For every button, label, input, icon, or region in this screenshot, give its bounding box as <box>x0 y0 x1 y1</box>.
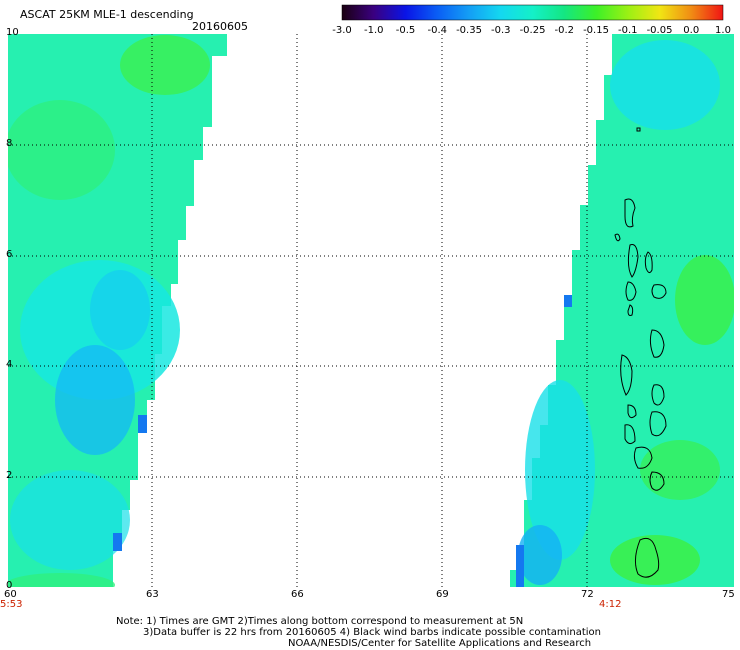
atoll-outline <box>649 471 665 491</box>
note-line-1: Note: 1) Times are GMT 2)Times along bot… <box>116 616 524 627</box>
note-line-2: 3)Data buffer is 22 hrs from 20160605 4)… <box>143 627 601 638</box>
left-swath-blue-band <box>55 345 135 455</box>
colorbar-tick-label: -0.05 <box>646 25 673 36</box>
left-swath-green-bottom <box>8 573 115 587</box>
atoll-outline <box>625 281 637 301</box>
atoll-outline <box>649 329 665 358</box>
right-swath-green-patch <box>640 440 720 500</box>
colorbar-tick-label: -0.25 <box>519 25 546 36</box>
atoll-outline <box>651 284 667 299</box>
left-swath-green-patch <box>120 35 210 95</box>
y-tick-label: 0 <box>6 580 13 591</box>
colorbar-tick-label: -0.35 <box>456 25 482 36</box>
y-tick-label: 4 <box>6 359 13 370</box>
x-tick-label: 60 <box>4 589 17 600</box>
product-title: ASCAT 25KM MLE-1 descending <box>20 8 194 21</box>
left-swath-green-patch <box>8 100 115 200</box>
left-swath-cyan-band <box>10 470 130 570</box>
colorbar-tick-label: 0.0 <box>683 25 700 36</box>
right-swath-cyan-patch <box>610 40 720 130</box>
right-swath-green-patch <box>675 255 734 345</box>
colorbar-tick-label: -0.1 <box>617 25 638 36</box>
atoll-outline <box>633 446 653 469</box>
x-tick-label: 72 <box>581 589 594 600</box>
colorbar-tick-label: 1.0 <box>715 25 731 36</box>
colorbar-tick-label: -0.3 <box>490 25 511 36</box>
colorbar-tick-label: -0.15 <box>583 25 609 36</box>
map-plot <box>8 34 734 587</box>
atoll-outline <box>627 404 637 419</box>
atoll-outline <box>644 251 653 274</box>
y-tick-label: 2 <box>6 470 13 481</box>
atoll-outline <box>624 198 636 228</box>
x-tick-label: 75 <box>722 589 735 600</box>
atoll-outline <box>614 233 621 242</box>
y-tick-label: 8 <box>6 138 13 149</box>
y-tick-label: 6 <box>6 249 13 260</box>
left-swath-edge <box>113 533 122 551</box>
left-swath-edge <box>138 415 147 433</box>
colorbar-labels: -3.0 -1.0 -0.5 -0.4 -0.35 -0.3 -0.25 -0.2 -0.15-… <box>0 25 740 39</box>
product-date: 20160605 <box>192 20 248 33</box>
right-swath-time: 4:12 <box>599 599 622 610</box>
coastline-islands <box>614 127 667 578</box>
right-swath-edge <box>516 545 524 587</box>
colorbar-tick-label: -3.0 <box>332 25 352 36</box>
x-tick-label: 66 <box>291 589 304 600</box>
left-swath-blue-band <box>90 270 150 350</box>
atoll-outline <box>627 244 639 278</box>
x-tick-label: 69 <box>436 589 449 600</box>
atoll-outline <box>624 424 636 445</box>
left-swath-time: 5:53 <box>0 599 23 610</box>
atoll-outline <box>620 354 633 396</box>
atoll-outline <box>649 411 667 437</box>
atoll-outline <box>651 384 665 406</box>
note-line-3: NOAA/NESDIS/Center for Satellite Applica… <box>288 638 592 649</box>
atoll-outline <box>636 127 641 132</box>
colorbar-tick-label: -0.4 <box>427 25 448 36</box>
colorbar-tick-label: -1.0 <box>363 25 384 36</box>
grid-lines <box>8 34 734 587</box>
right-swath-green-patch <box>610 535 700 585</box>
colorbar-tick-label: -0.2 <box>554 25 575 36</box>
right-swath-cyan-band <box>525 380 595 560</box>
right-swath-edge <box>564 295 572 307</box>
atoll-outline <box>634 537 660 578</box>
colorbar <box>341 4 724 21</box>
right-swath-blue-band <box>518 525 562 585</box>
y-tick-label: 10 <box>6 27 19 38</box>
colorbar-tick-label: -0.5 <box>395 25 416 36</box>
atoll-outline <box>627 304 634 316</box>
x-tick-label: 63 <box>146 589 159 600</box>
